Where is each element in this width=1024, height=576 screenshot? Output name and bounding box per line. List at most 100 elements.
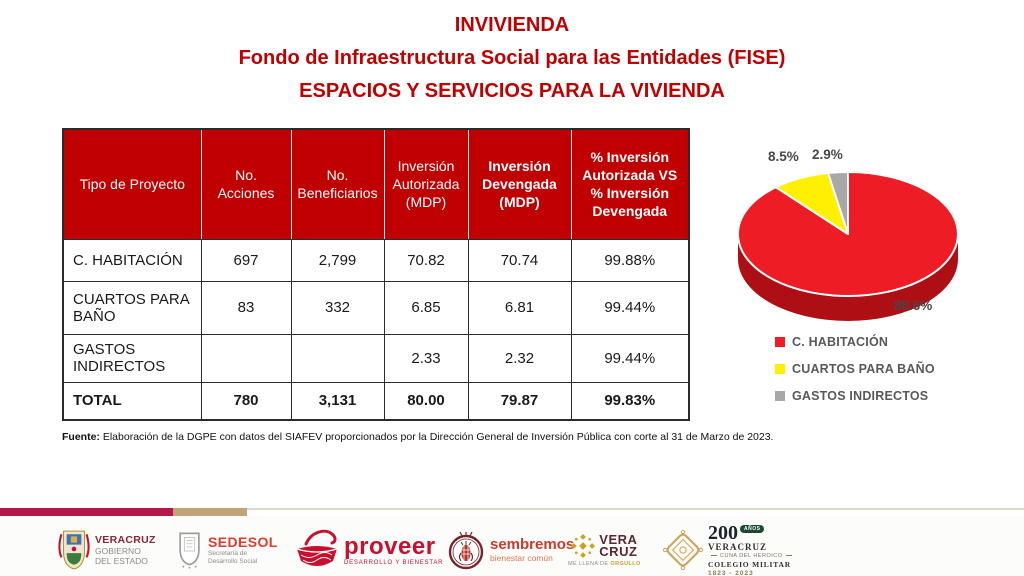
cell-autorizada: 70.82: [383, 238, 469, 282]
legend-item-cuartos: CUARTOS PARA BAÑO: [775, 355, 935, 382]
veracruz-brand-word2: CRUZ: [599, 543, 638, 559]
legend-label: GASTOS INDIRECTOS: [792, 388, 929, 403]
logo-sembremos: sembremos bienestar común: [448, 524, 574, 576]
title-line-2: Fondo de Infraestructura Social para las…: [238, 47, 786, 69]
pie-legend: C. HABITACIÓN CUARTOS PARA BAÑO GASTOS I…: [775, 328, 935, 409]
table-header-row: Tipo de Proyecto No. Acciones No. Benefi…: [62, 128, 690, 240]
sedesol-title: SEDESOL: [208, 534, 278, 550]
gold-ornament-icon: [662, 529, 704, 571]
cell-tipo: TOTAL: [62, 381, 202, 421]
cell-acciones: 780: [200, 381, 292, 421]
pie-label-habitacion: 88.6%: [894, 298, 933, 313]
veracruz-brand-word1: VERA: [599, 532, 638, 547]
pie-label-gastos: 2.9%: [812, 147, 843, 162]
source-text: Elaboración de la DGPE con datos del SIA…: [99, 431, 774, 443]
proveer-tagline: DESARROLLO Y BIENESTAR: [344, 559, 444, 566]
header-porcentaje: % Inversión Autorizada VS % Inversión De…: [570, 128, 690, 240]
bicentenario-years: 1823 - 2023: [708, 569, 754, 576]
veracruz-coat-of-arms-icon: [58, 530, 90, 570]
dash-right: [785, 555, 792, 556]
legend-item-habitacion: C. HABITACIÓN: [775, 328, 935, 355]
sedesol-shield-icon: [179, 532, 200, 569]
logo-bicentenario-colegio-militar: 200 AÑOS VERACRUZ CUNA DEL HEROICO COLEG…: [662, 521, 795, 576]
source-label: Fuente:: [62, 431, 100, 443]
cell-devengada: 6.81: [467, 280, 572, 335]
page-title: INVIVIENDA Fondo de Infraestructura Soci…: [0, 9, 1024, 108]
logo-sedesol: SEDESOL Secretaría de Desarrollo Social: [176, 524, 278, 576]
footer-strip: [0, 516, 1024, 576]
cuna-text: CUNA DEL HEROICO: [720, 552, 783, 559]
cell-acciones: 697: [200, 238, 292, 282]
source-note: Fuente: Elaboración de la DGPE con datos…: [62, 431, 782, 443]
cell-autorizada: 2.33: [383, 333, 469, 383]
cell-tipo: CUARTOS PARA BAÑO: [62, 280, 202, 335]
logo-proveer: proveer DESARROLLO Y BIENESTAR: [294, 524, 443, 576]
fise-table: Tipo de Proyecto No. Acciones No. Benefi…: [62, 128, 690, 421]
proveer-title: proveer: [344, 532, 436, 560]
header-inversion-devengada: Inversión Devengada (MDP): [467, 128, 572, 240]
gobierno-title: VERACRUZ: [95, 534, 156, 546]
sembremos-title: sembremos: [490, 536, 575, 553]
divider-thin-line: [247, 508, 1024, 510]
cell-autorizada: 6.85: [383, 280, 469, 335]
table-row-habitacion: C. HABITACIÓN 697 2,799 70.82 70.74 99.8…: [62, 238, 690, 282]
dash-left: [711, 555, 717, 556]
cell-porcentaje: 99.44%: [570, 333, 690, 383]
legend-swatch-red: [775, 336, 785, 347]
pie-3d-rim: [738, 234, 958, 321]
sembremos-emblem-icon: [448, 531, 484, 570]
pie-chart-svg: [736, 170, 959, 321]
header-no-acciones: No. Acciones: [200, 128, 292, 240]
pie-chart: 8.5% 2.9% 88.6%: [712, 130, 1024, 335]
talavera-flower-icon: [571, 533, 596, 558]
divider-bar-crimson: [0, 508, 173, 516]
cell-tipo: GASTOS INDIRECTOS: [62, 333, 202, 383]
legend-swatch-yellow: [775, 363, 785, 374]
bicentenario-veracruz: VERACRUZ: [708, 541, 768, 552]
gobierno-line2: DEL ESTADO: [95, 556, 148, 566]
legend-item-gastos: GASTOS INDIRECTOS: [775, 382, 935, 409]
cell-porcentaje: 99.44%: [570, 280, 690, 335]
cell-tipo: C. HABITACIÓN: [62, 238, 202, 282]
table-row-gastos: GASTOS INDIRECTOS 2.33 2.32 99.44%: [62, 333, 690, 383]
sedesol-line2: Desarrollo Social: [208, 558, 258, 565]
title-line-3: ESPACIOS Y SERVICIOS PARA LA VIVIENDA: [299, 80, 725, 102]
header-inversion-autorizada: Inversión Autorizada (MDP): [383, 128, 469, 240]
legend-label: CUARTOS PARA BAÑO: [792, 361, 935, 376]
cell-porcentaje: 99.83%: [570, 381, 690, 421]
divider-bar-tan: [173, 508, 247, 516]
logo-veracruz-brand: VERA CRUZ ME LLENA DE ORGULLO: [568, 524, 641, 576]
cell-acciones: [200, 333, 292, 383]
sembremos-tagline: bienestar común: [490, 553, 553, 563]
cell-beneficiarios: 3,131: [290, 381, 385, 421]
cell-beneficiarios: [290, 333, 385, 383]
cell-acciones: 83: [200, 280, 292, 335]
table-row-total: TOTAL 780 3,131 80.00 79.87 99.83%: [62, 381, 690, 421]
pie-slice-gastos: [827, 170, 849, 235]
veracruz-brand-tagline: ME LLENA DE ORGULLO: [568, 561, 641, 567]
pie-label-cuartos: 8.5%: [768, 149, 799, 164]
cell-autorizada: 80.00: [383, 381, 469, 421]
header-tipo-proyecto: Tipo de Proyecto: [62, 128, 202, 240]
gobierno-line1: GOBIERNO: [95, 546, 141, 556]
cell-devengada: 2.32: [467, 333, 572, 383]
logo-gobierno-veracruz: VERACRUZ GOBIERNO DEL ESTADO: [58, 524, 156, 576]
bicentenario-number: 200: [708, 521, 738, 544]
proveer-basket-icon: [296, 529, 338, 566]
bicentenario-cuna: CUNA DEL HEROICO: [708, 553, 795, 559]
legend-label: C. HABITACIÓN: [792, 334, 889, 349]
anos-badge: AÑOS: [740, 524, 765, 533]
cell-devengada: 70.74: [467, 238, 572, 282]
table-row-cuartos: CUARTOS PARA BAÑO 83 332 6.85 6.81 99.44…: [62, 280, 690, 335]
title-line-1: INVIVIENDA: [454, 14, 570, 36]
tagline-accent: ORGULLO: [610, 560, 641, 567]
cell-beneficiarios: 2,799: [290, 238, 385, 282]
tagline-plain: ME LLENA DE: [568, 560, 611, 567]
sedesol-line1: Secretaría de: [208, 550, 248, 557]
legend-swatch-gray: [775, 390, 785, 401]
header-no-beneficiarios: No. Beneficiarios: [290, 128, 385, 240]
cell-devengada: 79.87: [467, 381, 572, 421]
cell-porcentaje: 99.88%: [570, 238, 690, 282]
bicentenario-colegio: COLEGIO MILITAR: [708, 559, 791, 569]
